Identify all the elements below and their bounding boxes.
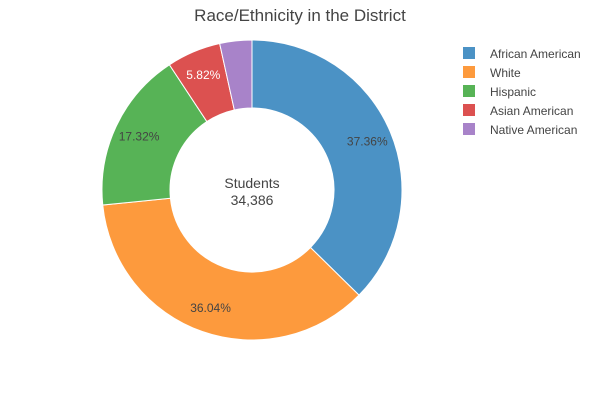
legend-swatch-african-american [463, 47, 475, 59]
slice-label-african-american: 37.36% [347, 135, 388, 149]
legend-item-white[interactable]: White [463, 66, 521, 80]
chart-title: Race/Ethnicity in the District [194, 6, 406, 25]
center-value: 34,386 [231, 192, 274, 208]
slice-african-american[interactable] [251, 39, 403, 296]
legend-label-asian-american: Asian American [490, 104, 573, 118]
center-label: Students [224, 175, 279, 191]
slice-label-asian-american: 5.82% [186, 68, 220, 82]
legend-swatch-native-american [463, 123, 475, 135]
slice-label-white: 36.04% [190, 301, 231, 315]
legend-swatch-hispanic [463, 85, 475, 97]
legend-label-native-american: Native American [490, 123, 577, 137]
legend-label-african-american: African American [490, 47, 581, 61]
legend-label-white: White [490, 66, 521, 80]
slice-labels: 37.36% 36.04% 17.32% 5.82% [119, 68, 388, 315]
legend-swatch-asian-american [463, 104, 475, 116]
slice-label-hispanic: 17.32% [119, 129, 160, 143]
legend-label-hispanic: Hispanic [490, 85, 536, 99]
donut-slices [101, 39, 403, 341]
legend-swatch-white [463, 66, 475, 78]
legend-item-asian-american[interactable]: Asian American [463, 104, 573, 118]
legend: African American White Hispanic Asian Ameri… [463, 47, 581, 137]
slice-native-american[interactable] [219, 39, 253, 111]
slice-white[interactable] [102, 197, 360, 341]
legend-item-native-american[interactable]: Native American [463, 123, 577, 137]
legend-item-hispanic[interactable]: Hispanic [463, 85, 536, 99]
legend-item-african-american[interactable]: African American [463, 47, 581, 61]
